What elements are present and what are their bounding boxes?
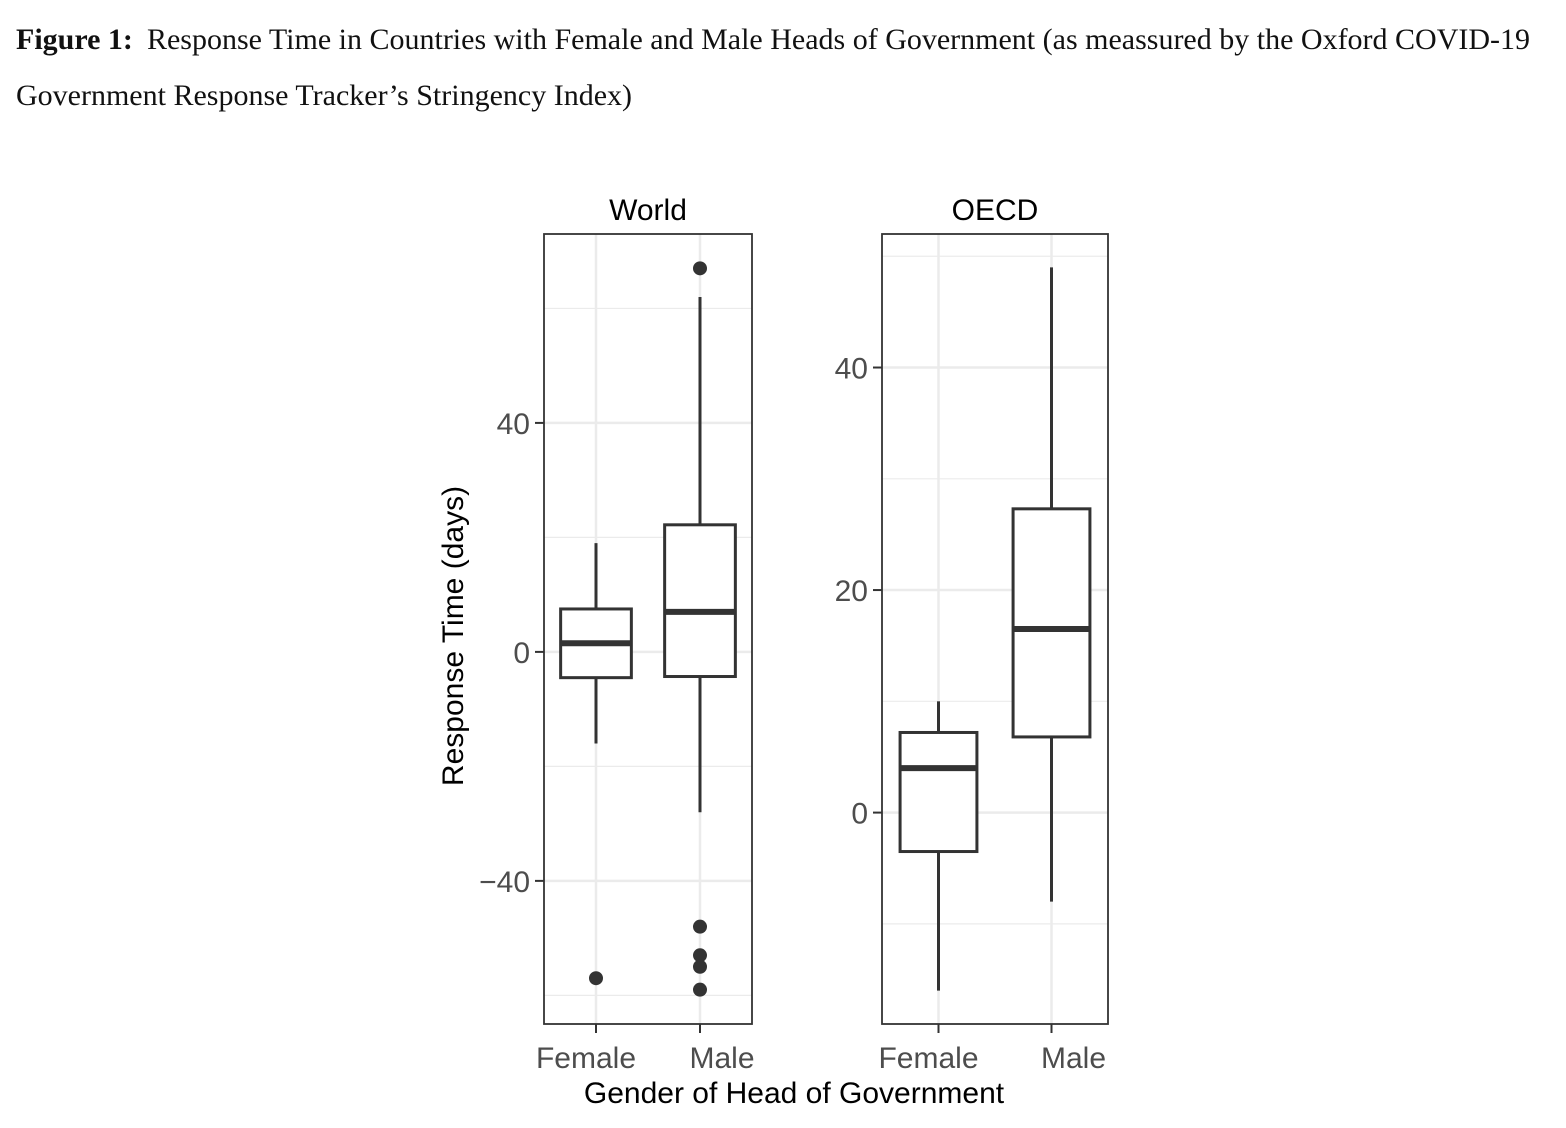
y-tick-label: 40 <box>497 408 530 441</box>
y-axis-label: Response Time (days) <box>437 486 470 786</box>
x-tick-label: Male <box>1041 1042 1106 1075</box>
x-tick-label: Female <box>878 1042 978 1075</box>
box-female <box>559 543 633 986</box>
box-iqr <box>898 730 979 854</box>
panel-title: OECD <box>952 194 1039 227</box>
outlier-point <box>693 959 707 974</box>
outlier-point <box>693 261 707 276</box>
outlier-point <box>693 919 707 934</box>
outlier-point <box>693 982 707 997</box>
figure-caption: Figure 1: Response Time in Countries with… <box>16 12 1546 124</box>
panel-oecd: OECD 0 20 40 Female Male <box>835 194 1109 1075</box>
chart-panels: World −40 0 40 Female Male OECD 0 20 40 Female Male <box>479 194 1109 1075</box>
y-tick-label: −40 <box>479 866 530 899</box>
panel-border <box>881 233 1109 1025</box>
panel-title: World <box>609 194 687 227</box>
figure-label: Figure 1: <box>16 23 133 56</box>
x-tick-label: Male <box>689 1042 754 1075</box>
box-iqr <box>663 523 737 679</box>
y-tick-label: 0 <box>513 637 530 670</box>
box-iqr <box>1011 507 1092 739</box>
y-tick-label: 40 <box>835 353 868 386</box>
outlier-point <box>693 948 707 963</box>
y-tick-label: 20 <box>835 575 868 608</box>
panel-world: World −40 0 40 Female Male <box>479 194 754 1075</box>
y-tick-label: 0 <box>851 798 868 831</box>
box-male <box>663 261 737 997</box>
x-tick-label: Female <box>536 1042 636 1075</box>
panel-border <box>543 233 753 1025</box>
box-male <box>1011 267 1092 902</box>
x-axis-label: Gender of Head of Government <box>584 1077 1005 1110</box>
figure-caption-text: Response Time in Countries with Female a… <box>16 23 1531 112</box>
outlier-point <box>589 971 603 986</box>
box-female <box>898 701 979 991</box>
